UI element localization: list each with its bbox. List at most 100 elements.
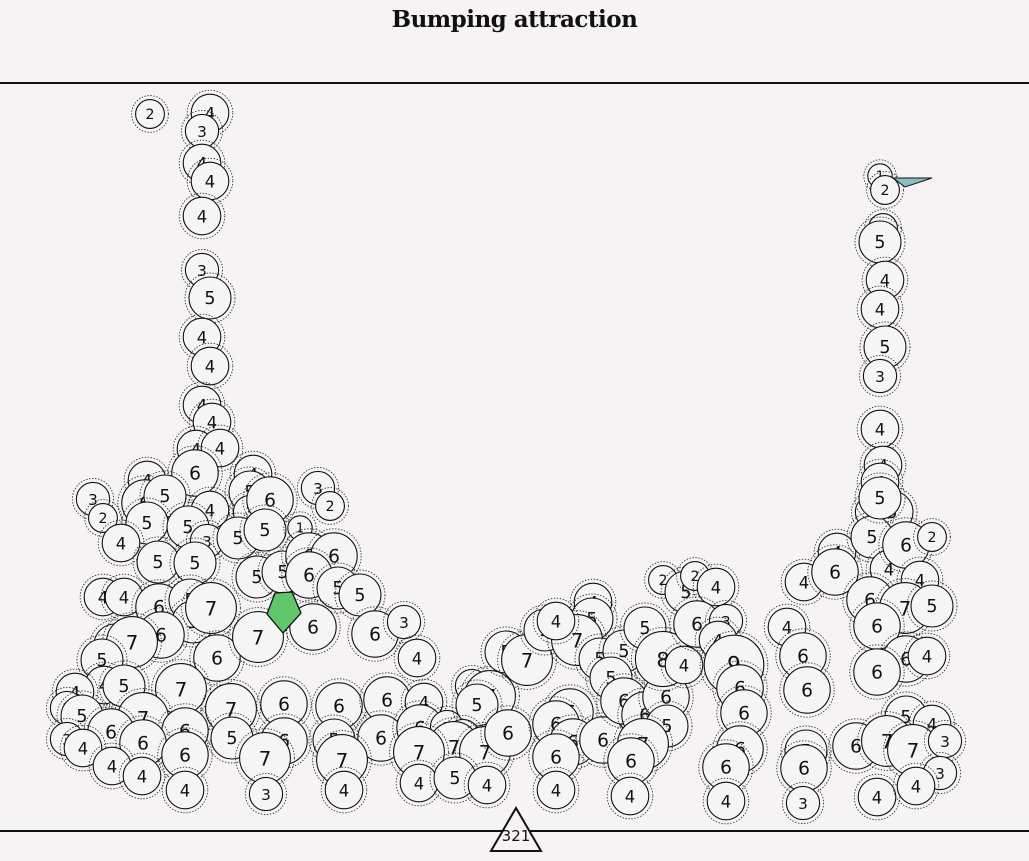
ball-value: 7	[126, 632, 139, 655]
ball-value: 7	[413, 742, 426, 765]
ball-value: 6	[179, 746, 191, 767]
ball-body	[536, 601, 576, 641]
ball-value: 4	[711, 579, 721, 598]
ball: 3	[781, 781, 825, 825]
ball-halo	[244, 772, 288, 816]
ball-halo	[692, 563, 740, 611]
ball-value: 5	[182, 518, 193, 538]
ball-halo	[699, 630, 769, 700]
ball-halo	[903, 632, 951, 680]
ball-value: 2	[927, 530, 936, 546]
ball-value: 4	[551, 613, 561, 632]
ball-halo	[807, 544, 863, 600]
ball-value: 5	[866, 528, 877, 548]
ball-value: 4	[205, 502, 215, 521]
ball-value: 4	[419, 694, 429, 713]
ball-halo	[178, 192, 226, 240]
ball-halo	[196, 424, 244, 472]
ball-value: 4	[915, 572, 925, 591]
ball-body	[289, 603, 337, 651]
ball: 4	[59, 724, 107, 772]
ball: 4	[393, 634, 441, 682]
ball-body	[862, 358, 898, 394]
ball-value: 4	[414, 775, 424, 794]
ball-halo	[853, 773, 901, 821]
ball-value: 4	[922, 648, 932, 667]
ball-halo	[186, 486, 234, 534]
ball-halo	[84, 499, 122, 537]
ball: 4	[853, 773, 901, 821]
player-pentagon[interactable]	[266, 591, 302, 634]
ball-value: 4	[78, 740, 88, 759]
ball-halo	[463, 761, 511, 809]
ball: 5	[169, 537, 221, 589]
ball-value: 6	[597, 731, 609, 752]
ball-body	[171, 449, 219, 497]
ball-value: 5	[680, 583, 691, 603]
ball-value: 4	[205, 105, 215, 124]
ball-value: 4	[116, 535, 126, 554]
ball: 4	[118, 752, 166, 800]
launcher-triangle[interactable]	[489, 806, 543, 852]
ball-halo	[606, 772, 654, 820]
ball-value: 6	[303, 566, 315, 587]
ball-halo	[178, 139, 226, 187]
ball-body	[190, 346, 230, 386]
ball: 7	[228, 607, 288, 667]
ball-body	[785, 785, 821, 821]
ball-value: 6	[189, 464, 201, 485]
ball-halo	[178, 381, 226, 429]
shot-counter: 321	[502, 827, 531, 845]
ball-value: 4	[721, 793, 731, 812]
launcher[interactable]: 321	[489, 806, 543, 852]
ball: 5	[239, 504, 291, 556]
ball-value: 5	[639, 619, 650, 639]
ball-value: 3	[88, 491, 98, 509]
ball-body	[696, 567, 736, 607]
ball-body	[536, 770, 576, 810]
ball-halo	[849, 644, 905, 700]
ball-value: 6	[864, 591, 876, 612]
ball-halo	[856, 405, 904, 453]
ball-value: 4	[197, 329, 207, 348]
ball-value: 3	[313, 480, 323, 498]
ball-value: 4	[625, 788, 635, 807]
ball: 3	[923, 719, 967, 763]
ball-value: 6	[375, 729, 387, 750]
ball-halo	[532, 597, 580, 645]
ball-body	[193, 634, 241, 682]
ball-value: 5	[96, 651, 107, 671]
ball-body	[243, 508, 287, 552]
ball-value: 5	[159, 487, 170, 507]
ball-value: 6	[618, 692, 630, 713]
ball-halo	[118, 752, 166, 800]
ball-body	[610, 776, 650, 816]
ball-halo	[913, 518, 951, 556]
ball-halo	[858, 354, 902, 398]
ball: 6	[603, 733, 659, 789]
ball-value: 6	[797, 647, 809, 668]
ball-halo	[296, 466, 340, 510]
ball-value: 3	[940, 733, 950, 751]
ball: 7	[151, 659, 211, 719]
ball-halo	[186, 89, 234, 137]
ball-value: 3	[721, 613, 731, 631]
ball-value: 7	[225, 699, 238, 722]
ball-value: 5	[879, 338, 890, 358]
ball-value: 7	[205, 598, 218, 621]
ball: 4	[856, 405, 904, 453]
ball-value: 2	[880, 183, 889, 199]
ball-value: 5	[354, 586, 365, 606]
ball-field: 2434443544444464453265436325453551555566…	[45, 89, 967, 825]
ball: 2	[311, 487, 349, 525]
ball-value: 5	[605, 669, 616, 689]
ball-halo	[892, 762, 940, 810]
ball-value: 4	[875, 301, 885, 320]
ball-value: 7	[336, 750, 349, 773]
ball: 4	[892, 762, 940, 810]
ball-value: 4	[215, 440, 225, 459]
ball-value: 4	[482, 777, 492, 796]
ball-value: 5	[332, 579, 343, 599]
ball-value: 3	[399, 614, 409, 632]
